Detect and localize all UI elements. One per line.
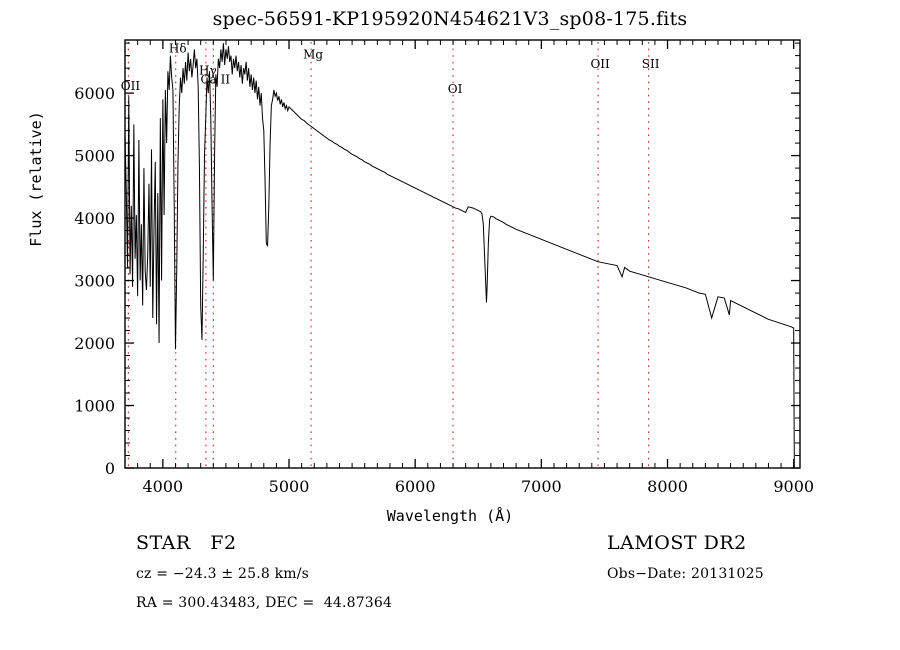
x-tick-label: 4000 <box>142 477 183 496</box>
footer: STAR F2 cz = −24.3 ± 25.8 km/s RA = 300.… <box>0 530 900 640</box>
y-axis-title: Flux (relative) <box>27 111 45 247</box>
footer-left-column: STAR F2 cz = −24.3 ± 25.8 km/s RA = 300.… <box>136 530 392 616</box>
observation-date: Obs−Date: 20131025 <box>607 566 764 582</box>
spectral-line-label-oii-6: OII <box>590 57 610 71</box>
spectral-line-label-mg-4: Mg <box>303 48 323 62</box>
x-axis-title: Wavelength (Å) <box>386 507 514 525</box>
redshift-value: cz = −24.3 ± 25.8 km/s <box>136 566 310 582</box>
x-tick-label: 5000 <box>269 477 310 496</box>
page-title: spec-56591-KP195920N454621V3_sp08-175.fi… <box>212 8 688 30</box>
y-tick-label: 0 <box>105 459 115 478</box>
spectral-line-label-oii-0: OII <box>121 79 141 93</box>
y-tick-label: 2000 <box>74 334 115 353</box>
y-tick-label: 3000 <box>74 272 115 291</box>
spectral-line-label-hγ-2: Hγ <box>199 63 217 77</box>
spectral-line-label-caii-3: Ca II <box>200 73 230 87</box>
y-tick-label: 1000 <box>74 397 115 416</box>
footer-right-column: LAMOST DR2 Obs−Date: 20131025 <box>607 530 764 587</box>
y-tick-label: 4000 <box>74 209 115 228</box>
object-type: STAR F2 <box>136 532 237 554</box>
spectral-line-label-oi-5: OI <box>448 82 463 96</box>
y-tick-label: 5000 <box>74 147 115 166</box>
spectrum-chart: 4000 5000 6000 7000 8000 9000 0 1000 2000 3000 400… <box>74 39 814 496</box>
x-tick-label: 8000 <box>647 477 688 496</box>
survey-name: LAMOST DR2 <box>607 532 747 554</box>
spectral-line-label-sii-7: SII <box>642 57 660 71</box>
plot-frame <box>124 39 801 469</box>
x-tick-label: 7000 <box>521 477 562 496</box>
x-tick-label: 6000 <box>395 477 436 496</box>
x-tick-label: 9000 <box>773 477 814 496</box>
spectral-line-label-hδ-1: Hδ <box>169 41 187 55</box>
y-tick-label: 6000 <box>74 84 115 103</box>
coordinates-value: RA = 300.43483, DEC = 44.87364 <box>136 595 393 611</box>
spectrum-trace <box>124 43 795 469</box>
